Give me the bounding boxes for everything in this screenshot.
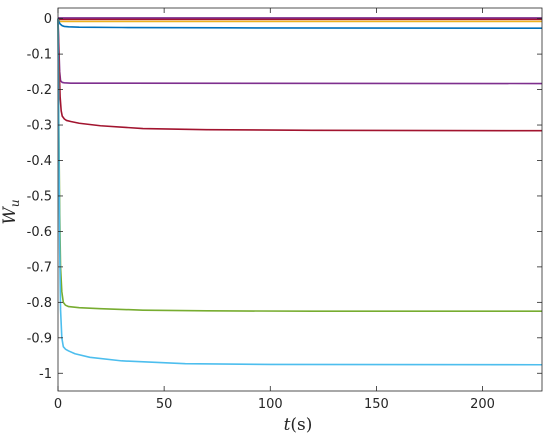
- y-tick-label-10: -1: [39, 367, 52, 382]
- y-tick-label-2: -0.2: [27, 83, 52, 98]
- series-line-8: [57, 18, 543, 366]
- series-line-4: [57, 18, 543, 30]
- y-axis-label-main: W: [0, 206, 20, 225]
- x-tick-label-2: 100: [258, 397, 283, 412]
- x-axis-label: t(s): [284, 415, 313, 435]
- plot-frame: [57, 7, 543, 392]
- y-tick-label-4: -0.4: [27, 154, 52, 169]
- x-tick-label-0: 0: [54, 397, 62, 412]
- x-tick-label-1: 50: [156, 397, 173, 412]
- x-axis-label-unit: (s): [290, 415, 312, 435]
- series-line-7: [57, 18, 542, 313]
- tick-layer: 0 50 100 150 200 0 -0.1 -0.2 -0.3 -0.4 -0.5 -0.6 -0.…: [27, 8, 542, 412]
- x-axis-label-main: t: [284, 415, 291, 435]
- y-tick-label-8: -0.8: [27, 296, 52, 311]
- y-tick-label-9: -0.9: [27, 331, 52, 346]
- y-axis-label-sub: u: [8, 199, 22, 207]
- y-tick-label-1: -0.1: [27, 48, 52, 63]
- series-line-6: [57, 18, 543, 132]
- y-tick-label-7: -0.7: [27, 260, 52, 275]
- y-tick-label-5: -0.5: [27, 189, 52, 204]
- series-layer: [57, 17, 543, 366]
- y-tick-label-3: -0.3: [27, 119, 52, 134]
- y-tick-label-0: 0: [44, 12, 52, 27]
- y-tick-label-6: -0.6: [27, 225, 52, 240]
- x-tick-label-3: 150: [364, 397, 389, 412]
- x-tick-label-4: 200: [470, 397, 495, 412]
- y-axis-label: Wu: [0, 199, 22, 224]
